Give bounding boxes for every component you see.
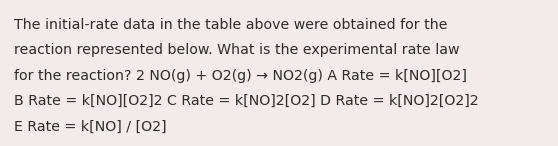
- Text: reaction represented below. What is the experimental rate law: reaction represented below. What is the …: [14, 43, 459, 57]
- Text: E Rate = k[NO] / [O2]: E Rate = k[NO] / [O2]: [14, 120, 166, 134]
- Text: The initial-rate data in the table above were obtained for the: The initial-rate data in the table above…: [14, 18, 448, 32]
- Text: B Rate = k[NO][O2]2 C Rate = k[NO]2[O2] D Rate = k[NO]2[O2]2: B Rate = k[NO][O2]2 C Rate = k[NO]2[O2] …: [14, 94, 479, 108]
- Text: for the reaction? 2 NO(g) + O2(g) → NO2(g) A Rate = k[NO][O2]: for the reaction? 2 NO(g) + O2(g) → NO2(…: [14, 69, 467, 83]
